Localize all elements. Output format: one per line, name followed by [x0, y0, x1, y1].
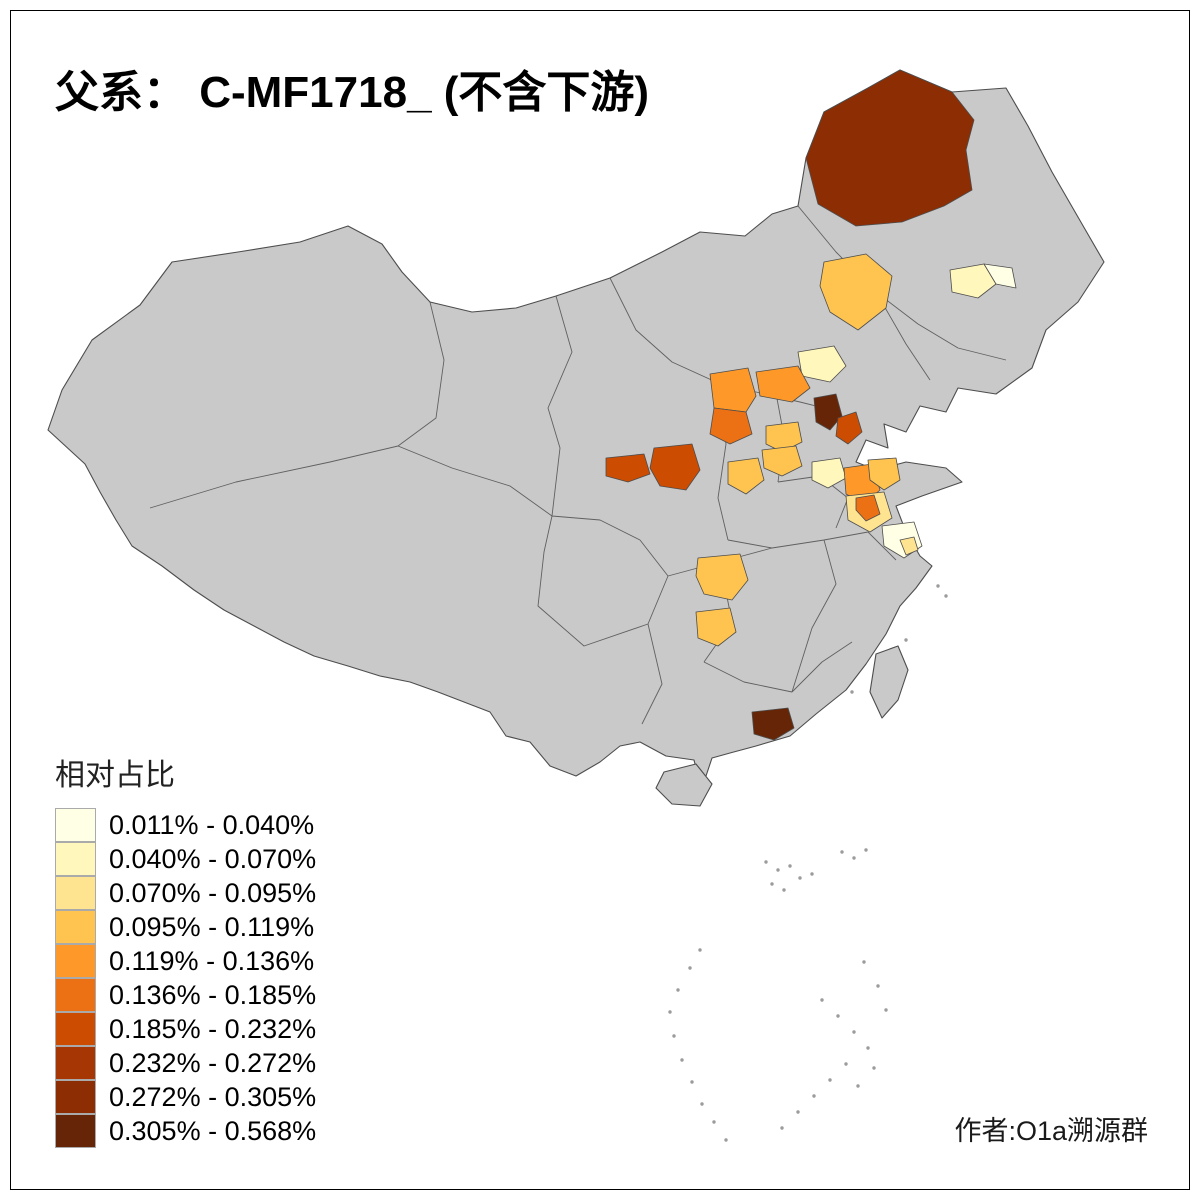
islet-dot: [780, 1126, 784, 1130]
islet-dot: [864, 848, 868, 852]
map-region: [727, 457, 765, 495]
map-region: [813, 393, 843, 431]
islet-dot: [844, 1062, 848, 1066]
islet-dot: [936, 584, 940, 588]
islet-dot: [866, 1046, 870, 1050]
islet-dot: [676, 988, 680, 992]
map-region: [867, 457, 901, 491]
islet-dot: [856, 1084, 860, 1088]
islet-dot: [944, 594, 948, 598]
islet-dot: [668, 1010, 672, 1014]
legend-label: 0.272% - 0.305%: [109, 1082, 317, 1112]
legend-swatch: [55, 876, 96, 910]
legend-label: 0.232% - 0.272%: [109, 1048, 317, 1078]
islet-dot: [690, 1080, 694, 1084]
map-region: [751, 707, 795, 741]
south-china-sea-islets: [668, 584, 948, 1142]
map-region: [695, 607, 737, 647]
islet-dot: [810, 872, 814, 876]
islet-dot: [836, 1014, 840, 1018]
islet-dot: [820, 998, 824, 1002]
choropleth-regions: [605, 69, 1017, 741]
map-region: [709, 407, 753, 445]
islet-dot: [700, 1102, 704, 1106]
legend-row: 0.011% - 0.040%: [55, 808, 316, 842]
islet-dot: [770, 882, 774, 886]
islet-dot: [712, 1120, 716, 1124]
legend-label: 0.040% - 0.070%: [109, 844, 317, 874]
legend-row: 0.305% - 0.568%: [55, 1114, 316, 1148]
map-region: [755, 365, 811, 403]
legend-row: 0.136% - 0.185%: [55, 978, 316, 1012]
map-region: [649, 443, 701, 491]
legend-row: 0.119% - 0.136%: [55, 944, 316, 978]
islet-dot: [782, 888, 786, 892]
legend-row: 0.070% - 0.095%: [55, 876, 316, 910]
legend-swatch: [55, 1046, 96, 1080]
islet-dot: [850, 690, 854, 694]
legend-label: 0.136% - 0.185%: [109, 980, 317, 1010]
islet-dot: [840, 850, 844, 854]
map-region: [811, 457, 847, 489]
map-region: [805, 69, 975, 227]
map-region: [695, 553, 749, 601]
legend-row: 0.185% - 0.232%: [55, 1012, 316, 1046]
islet-dot: [724, 1138, 728, 1142]
legend-row: 0.095% - 0.119%: [55, 910, 316, 944]
islet-dot: [688, 966, 692, 970]
taiwan-island: [869, 645, 909, 719]
legend-swatch: [55, 978, 96, 1012]
hainan-island: [655, 763, 713, 807]
islet-dot: [680, 1058, 684, 1062]
legend: 相对占比 0.011% - 0.040% 0.040% - 0.070% 0.0…: [55, 750, 316, 1148]
china-landmass: [47, 69, 1105, 777]
islet-dot: [672, 1034, 676, 1038]
legend-label: 0.011% - 0.040%: [109, 810, 315, 840]
legend-label: 0.070% - 0.095%: [109, 878, 317, 908]
islet-dot: [852, 1030, 856, 1034]
legend-swatch: [55, 944, 96, 978]
map-region: [709, 367, 757, 413]
islet-dot: [872, 1066, 876, 1070]
legend-label: 0.305% - 0.568%: [109, 1116, 317, 1146]
islet-dot: [828, 1078, 832, 1082]
islet-dot: [904, 638, 908, 642]
legend-swatch: [55, 1114, 96, 1148]
islet-dot: [698, 948, 702, 952]
legend-swatch: [55, 910, 96, 944]
legend-row: 0.040% - 0.070%: [55, 842, 316, 876]
legend-swatch: [55, 1080, 96, 1114]
legend-label: 0.095% - 0.119%: [109, 912, 315, 942]
map-region: [605, 453, 651, 483]
islet-dot: [796, 1110, 800, 1114]
map-region: [819, 253, 893, 331]
islet-dot: [798, 876, 802, 880]
page-title: 父系： C-MF1718_ (不含下游): [55, 68, 650, 117]
legend-title: 相对占比: [55, 759, 175, 792]
islet-dot: [776, 868, 780, 872]
legend-swatch: [55, 1012, 96, 1046]
legend-label: 0.119% - 0.136%: [109, 946, 315, 976]
map-region: [761, 445, 803, 477]
islet-dot: [884, 1008, 888, 1012]
map-region: [983, 263, 1017, 289]
map-region: [899, 536, 919, 556]
author-credit: 作者:O1a溯源群: [954, 1116, 1148, 1146]
islet-dot: [862, 960, 866, 964]
islet-dot: [852, 856, 856, 860]
legend-swatch: [55, 808, 96, 842]
legend-swatch: [55, 842, 96, 876]
islet-dot: [812, 1094, 816, 1098]
map-region: [949, 263, 997, 299]
islet-dot: [788, 864, 792, 868]
islet-dot: [876, 984, 880, 988]
legend-row: 0.272% - 0.305%: [55, 1080, 316, 1114]
map-region: [835, 411, 863, 445]
legend-label: 0.185% - 0.232%: [109, 1014, 317, 1044]
legend-row: 0.232% - 0.272%: [55, 1046, 316, 1080]
map-region: [855, 494, 881, 522]
islet-dot: [764, 860, 768, 864]
